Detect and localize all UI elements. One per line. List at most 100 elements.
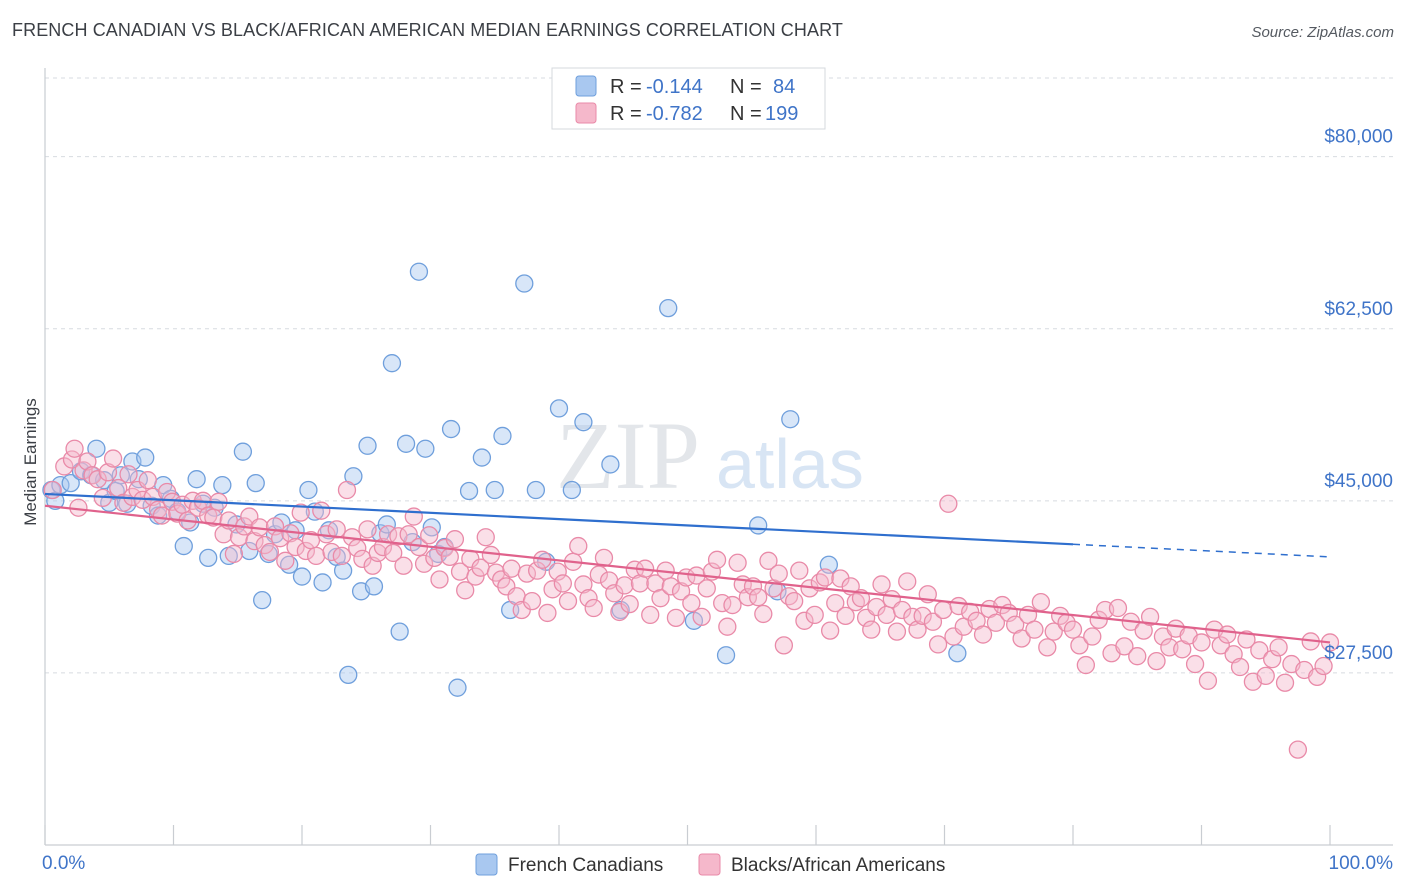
black-american-point-69 [399, 525, 418, 544]
black-american-point-180 [973, 625, 993, 644]
black-american-point-56 [332, 546, 351, 566]
black-american-point-35 [224, 544, 244, 564]
y-tick-label-0: $27,500 [1324, 643, 1393, 664]
black-american-point-51 [306, 546, 326, 566]
bottom-legend-swatch-blue [475, 853, 498, 876]
legend-swatch-blue [575, 75, 597, 97]
black-american-point-217 [1211, 636, 1230, 655]
black-american-point-192 [1051, 606, 1070, 626]
black-american-point-202 [1115, 637, 1134, 656]
black-american-point-159 [862, 620, 881, 639]
black-american-point-116 [641, 605, 660, 625]
watermark-atlas: atlas [716, 425, 864, 503]
x-tick-label-max: 100.0% [1329, 853, 1394, 874]
black-american-point-84 [476, 528, 495, 547]
black-american-point-226 [1269, 638, 1288, 657]
french-canadian-point-16 [148, 506, 168, 525]
y-tick-labels: $27,500 $45,000 $62,500 $80,000 [1324, 127, 1393, 664]
french-canadian-point-65 [485, 480, 504, 500]
french-canadian-point-63 [459, 481, 479, 501]
black-american-point-66 [384, 543, 403, 563]
black-american-point-75 [430, 570, 449, 589]
axes [44, 68, 1393, 846]
black-american-point-142 [774, 636, 794, 655]
french-canadian-point-54 [396, 434, 416, 453]
french-canadian-point-3 [61, 473, 80, 493]
black-american-point-225 [1263, 650, 1282, 669]
french-canadian-point-32 [253, 591, 272, 610]
black-american-point-54 [322, 542, 341, 562]
french-canadian-point-31 [246, 473, 265, 493]
trend-lines [44, 492, 1331, 644]
french-canadian-point-68 [515, 274, 534, 293]
black-american-point-164 [887, 622, 907, 641]
black-american-point-70 [404, 507, 423, 526]
black-american-point-201 [1108, 598, 1128, 618]
french-canadian-point-71 [549, 399, 569, 418]
black-american-point-204 [1128, 647, 1147, 666]
black-american-point-97 [543, 580, 562, 599]
chart-source: Source: ZipAtlas.com [1251, 24, 1394, 41]
french-canadian-point-22 [187, 470, 206, 489]
black-american-point-68 [394, 556, 413, 575]
black-american-point-186 [1012, 629, 1031, 648]
black-american-point-224 [1256, 666, 1275, 686]
french-canadian-point-76 [659, 298, 678, 318]
french-canadian-point-44 [333, 561, 353, 580]
black-american-point-24 [168, 504, 187, 523]
legend-r-label-1: R = [610, 76, 642, 98]
black-american-point-139 [759, 551, 778, 570]
black-american-point-77 [440, 547, 459, 567]
black-american-point-3 [65, 439, 84, 458]
black-american-point-221 [1237, 630, 1256, 649]
french-canadian-point-69 [526, 480, 546, 500]
trend-line-french-canadians [44, 492, 1074, 546]
x-tick-label-min: 0.0% [42, 853, 85, 874]
black-american-point-214 [1192, 633, 1211, 652]
y-tick-label-2: $62,500 [1324, 299, 1393, 320]
bottom-legend-swatch-pink [698, 853, 721, 876]
french-canadian-point-56 [409, 262, 429, 281]
black-american-point-122 [671, 582, 691, 601]
black-american-point-73 [420, 526, 439, 545]
black-american-point-99 [553, 574, 573, 593]
black-american-point-111 [615, 576, 634, 595]
black-american-point-2 [62, 450, 82, 469]
black-american-point-82 [466, 567, 485, 586]
black-american-point-213 [1185, 654, 1205, 674]
french-canadian-point-20 [174, 536, 193, 556]
black-american-point-146 [795, 611, 814, 630]
black-american-point-21 [152, 506, 172, 525]
black-american-point-133 [728, 553, 747, 572]
stats-legend: R = -0.144 N = 84 R = -0.782 N = 199 [551, 67, 826, 130]
french-canadian-point-6 [87, 439, 106, 458]
black-american-point-182 [986, 613, 1006, 632]
black-american-point-93 [522, 591, 542, 611]
french-canadian-point-38 [292, 567, 312, 586]
black-american-point-106 [589, 565, 608, 584]
french-canadian-point-66 [493, 426, 512, 446]
black-american-point-47 [286, 537, 305, 557]
french-canadian-point-52 [382, 354, 402, 373]
black-american-point-131 [718, 617, 737, 636]
black-american-point-141 [769, 564, 788, 583]
legend-r-value-1: -0.144 [646, 76, 703, 98]
black-american-point-151 [820, 621, 840, 640]
black-american-point-171 [923, 612, 943, 631]
black-american-point-6 [78, 452, 97, 471]
series-legend: French Canadians Blacks/African American… [475, 853, 945, 876]
black-american-point-144 [785, 591, 804, 611]
black-american-point-154 [836, 606, 855, 626]
series-french-canadians [42, 262, 967, 697]
black-american-point-223 [1250, 641, 1269, 660]
black-american-point-152 [826, 593, 845, 613]
black-american-point-23 [163, 492, 182, 511]
black-american-point-190 [1038, 638, 1057, 657]
french-canadian-point-48 [358, 436, 377, 455]
black-american-point-112 [620, 594, 639, 614]
black-american-point-207 [1147, 651, 1166, 671]
black-american-point-229 [1288, 740, 1308, 759]
french-canadian-point-14 [136, 448, 155, 467]
french-canadian-point-81 [781, 410, 800, 429]
legend-n-label-2: N = [730, 103, 762, 125]
